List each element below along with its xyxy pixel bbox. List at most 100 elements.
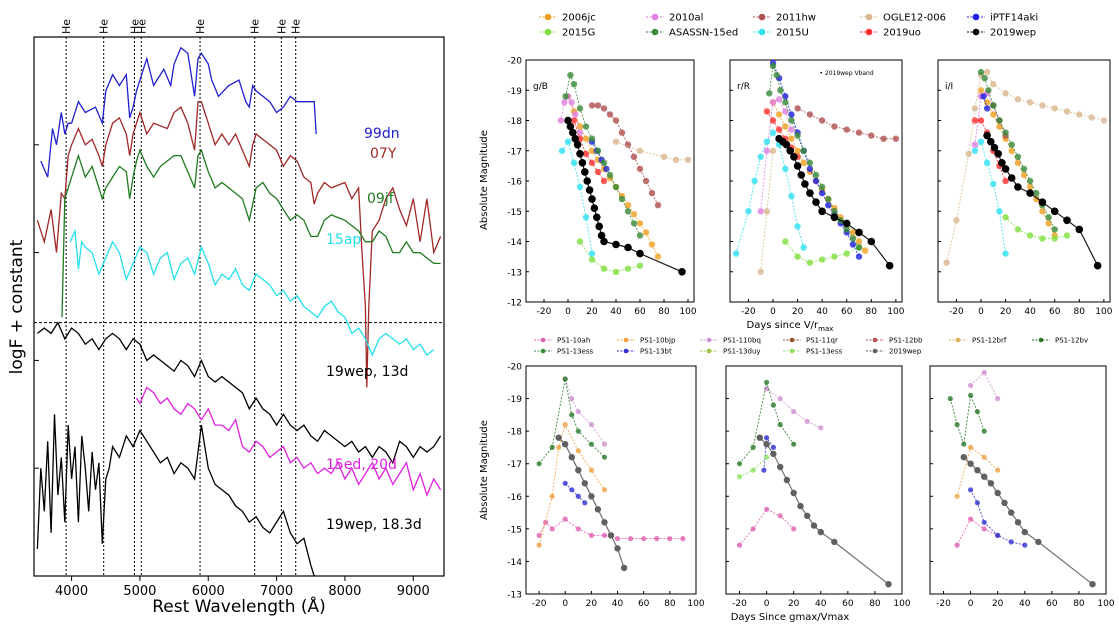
he-line-label: He <box>135 19 148 34</box>
lightcurve-point-2006jc <box>636 220 644 227</box>
lightcurve-point-ogle12-006 <box>684 156 692 163</box>
lightcurve-x-tick-label: 100 <box>1097 599 1114 609</box>
lightcurve-x-tick-label: 0 <box>562 599 568 609</box>
lightcurve-point-ps1-12bv <box>974 409 981 415</box>
lightcurve-point-iptf14aki <box>825 202 832 209</box>
lightcurve-point-2010al <box>561 99 568 106</box>
lightcurve-point-2015u <box>745 208 752 215</box>
lightcurve-point-2010al <box>971 141 979 148</box>
lightcurve-point-2019wep <box>1007 174 1016 182</box>
lightcurve-point-asassn-15ed <box>630 220 638 227</box>
lightcurve-point-asassn-15ed <box>985 87 992 94</box>
lightcurve-point-2019wep <box>756 434 763 441</box>
lightcurve-point-2015u <box>769 129 777 136</box>
lightcurve-point-2019wep <box>1050 207 1059 216</box>
lightcurve-point-asassn-15ed <box>1002 129 1009 136</box>
bottom-legend-marker <box>789 337 795 343</box>
he-line-label: He <box>249 19 262 34</box>
lightcurve-point-2019wep <box>801 180 809 188</box>
lightcurve-point-iptf14aki <box>812 177 820 185</box>
spectrum-19wep-18-3d <box>36 414 315 577</box>
lightcurve-point-2015u <box>983 159 991 166</box>
lightcurve-point-asassn-15ed <box>562 93 569 100</box>
lightcurve-point-ogle12-006 <box>965 150 972 157</box>
bottom-legend-label: PS1-10ah <box>557 336 590 344</box>
lightcurve-point-asassn-15ed <box>843 226 850 233</box>
lightcurve-point-2011hw <box>831 123 838 130</box>
top-legend-marker <box>651 28 659 36</box>
lightcurve-point-2019wep <box>1001 165 1010 173</box>
lightcurve-point-ps1-10ah <box>536 532 542 539</box>
lightcurve-x-tick-label: 20 <box>792 307 804 317</box>
lightcurve-panel-frame <box>725 365 903 595</box>
lightcurve-point-2019wep <box>830 213 839 222</box>
lightcurve-x-tick-label: 0 <box>764 599 770 609</box>
lightcurve-point-ogle12-006 <box>769 147 777 154</box>
lightcurve-point-2011hw <box>642 177 650 185</box>
lightcurve-point-ps1-110bq <box>818 425 824 431</box>
lightcurve-point-ogle12-006 <box>1088 114 1095 121</box>
lightcurve-point-ogle12-006 <box>1051 105 1058 112</box>
bottom-legend-marker <box>955 337 961 343</box>
lightcurve-y-tick-label: -12 <box>507 299 522 309</box>
lightcurve-y-tick-label: -19 <box>507 395 522 405</box>
spectra-x-tick-label: 9000 <box>397 584 430 599</box>
lightcurve-point-2019wep <box>855 228 863 237</box>
bottom-legend-label: PS1-11qr <box>806 336 838 344</box>
lightcurve-point-2019wep <box>987 480 995 487</box>
lightcurve-point-asassn-15ed <box>567 71 574 79</box>
lightcurve-point-ogle12-006 <box>1002 90 1009 97</box>
lightcurve-point-2019wep <box>763 441 770 448</box>
lightcurve-x-tick-label: 60 <box>634 307 646 317</box>
lightcurve-point-2019wep <box>1008 509 1015 516</box>
bottom-lightcurve-panels: -20-19-18-17-16-15-14-13-20 0 20 40 60 80 100-… <box>507 363 1115 610</box>
lightcurve-point-2015u <box>782 165 789 173</box>
lightcurve-point-2015g <box>1051 235 1058 242</box>
bottom-legend-marker <box>1038 337 1044 343</box>
lightcurve-point-ps1-10bjp <box>549 493 555 499</box>
lightcurve-point-ogle12-006 <box>943 259 950 266</box>
lightcurve-point-2010al <box>782 108 789 115</box>
lightcurve-point-iptf14aki <box>806 165 814 173</box>
lightcurve-series-2015u <box>561 140 593 254</box>
lightcurve-x-tick-label: -20 <box>532 599 547 609</box>
lightcurve-point-2019wep <box>569 128 577 137</box>
lightcurve-point-2010al <box>775 96 783 103</box>
lightcurve-point-2019wep <box>636 249 644 258</box>
lightcurve-x-tick-label: 20 <box>586 307 598 317</box>
lightcurve-point-asassn-15ed <box>996 117 1003 124</box>
lightcurve-point-iptf14aki <box>603 165 610 173</box>
lightcurve-point-2011hw <box>630 153 638 160</box>
lightcurve-point-2011hw <box>600 105 608 112</box>
lightcurve-point-2019uo <box>600 177 608 185</box>
lightcurve-point-2006jc <box>849 229 857 236</box>
lightcurve-point-2015u <box>582 214 590 221</box>
lightcurve-point-2019wep <box>885 581 892 588</box>
lightcurve-x-tick-label: -20 <box>949 307 964 317</box>
lightcurve-point-2006jc <box>588 147 596 154</box>
lightcurve-point-2019wep <box>967 460 974 467</box>
lightcurve-point-2015u <box>977 138 985 145</box>
bottom-legend-marker <box>872 348 878 354</box>
lightcurve-point-2011hw <box>594 102 602 109</box>
top-lightcurve-panels: -20 -19 -18 -17 -16 -15 -14 -13 -12 -20 0 20 40 60 80 1… <box>507 57 1112 318</box>
lightcurve-point-ps1-110bq <box>601 441 608 447</box>
lightcurve-point-ps1-13bt <box>562 480 568 486</box>
lightcurve-point-ps1-13bt <box>770 444 777 450</box>
lightcurve-series-ogle12-006 <box>946 71 1105 263</box>
lightcurve-series-ps1-10ah <box>739 508 795 546</box>
lightcurve-point-2019wep <box>994 489 1001 497</box>
lightcurve-point-asassn-15ed <box>582 123 590 130</box>
top-x-axis-label-sub: max <box>818 325 833 333</box>
lightcurve-point-ps1-10ah <box>628 536 634 542</box>
lightcurve-panel-frame <box>937 59 1111 303</box>
lightcurve-point-2019wep <box>1035 538 1042 546</box>
lightcurve-point-2011hw <box>868 132 875 139</box>
lightcurve-point-ps1-10ah <box>543 519 549 525</box>
lightcurve-point-2010al <box>572 111 579 118</box>
lightcurve-point-2019uo <box>582 150 590 157</box>
lightcurve-point-ps1-12bv <box>750 444 756 450</box>
lightcurve-point-2015u <box>1002 250 1009 257</box>
lightcurve-y-tick-label: -20 <box>507 363 522 373</box>
lightcurve-point-2015g <box>600 265 608 272</box>
